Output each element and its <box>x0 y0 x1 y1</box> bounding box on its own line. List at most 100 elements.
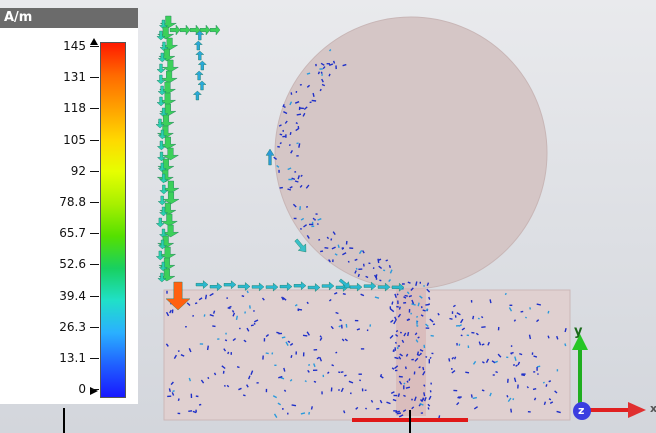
weak-field-vector <box>354 258 358 262</box>
strong-field-vector <box>209 24 221 36</box>
weak-field-vector <box>458 324 463 327</box>
weak-field-vector <box>312 217 315 220</box>
weak-field-vector <box>342 252 347 256</box>
weak-field-vector <box>296 113 302 116</box>
weak-field-vector <box>477 317 480 320</box>
weak-field-vector <box>456 402 460 406</box>
weak-field-vector <box>334 292 338 295</box>
weak-field-vector <box>313 363 316 368</box>
weak-field-vector <box>200 379 205 384</box>
legend-tick-mark <box>90 202 99 203</box>
weak-field-vector <box>297 308 303 311</box>
weak-field-vector <box>319 335 322 338</box>
weak-field-vector <box>337 244 340 248</box>
weak-field-vector <box>491 360 496 364</box>
axis-x-label: x <box>650 402 656 415</box>
legend-tick-label: 118 <box>63 101 86 116</box>
weak-field-vector <box>344 338 348 342</box>
weak-field-vector <box>317 71 321 75</box>
weak-field-vector <box>322 66 326 70</box>
weak-field-vector <box>300 412 306 415</box>
weak-field-vector <box>290 355 293 358</box>
weak-field-vector <box>481 343 485 346</box>
weak-field-vector <box>556 335 559 340</box>
weak-field-vector <box>495 370 498 374</box>
weak-field-vector <box>305 184 310 189</box>
weak-field-vector <box>388 279 392 283</box>
weak-field-vector <box>212 310 216 314</box>
weak-field-vector <box>343 374 347 377</box>
weak-field-vector <box>223 348 227 352</box>
weak-field-vector <box>180 354 185 357</box>
weak-field-vector <box>425 355 428 358</box>
weak-field-vector <box>404 366 407 370</box>
weak-field-vector <box>394 356 399 360</box>
weak-field-vector <box>204 294 208 300</box>
weak-field-vector <box>510 345 513 348</box>
weak-field-vector <box>510 408 513 413</box>
weak-field-vector <box>250 324 254 327</box>
strong-field-vector <box>195 280 209 290</box>
weak-field-vector <box>520 310 524 313</box>
weak-field-vector <box>248 375 251 380</box>
weak-field-vector <box>360 293 365 297</box>
weak-field-vector <box>273 413 278 418</box>
strong-field-vector <box>189 24 201 36</box>
weak-field-vector <box>460 334 463 337</box>
strong-field-vector <box>321 281 335 291</box>
weak-field-vector <box>340 371 344 373</box>
weak-field-vector <box>542 381 545 384</box>
weak-field-vector <box>328 73 331 77</box>
legend-tick-mark <box>90 46 99 47</box>
weak-field-vector <box>328 49 332 52</box>
weak-field-vector <box>415 315 419 318</box>
weak-field-vector <box>419 349 424 352</box>
strong-field-vector <box>279 282 293 292</box>
weak-field-vector <box>278 375 283 379</box>
weak-field-vector <box>246 384 249 388</box>
color-legend: A/m 145 131 118 105 92 78.8 65.7 52.6 39.4 26.3 13… <box>0 8 138 404</box>
weak-field-vector <box>335 311 339 315</box>
legend-tick-label: 26.3 <box>59 319 86 334</box>
strong-field-vector <box>265 148 275 166</box>
weak-field-vector <box>321 83 326 87</box>
weak-field-vector <box>319 356 323 362</box>
weak-field-vector <box>311 99 317 102</box>
weak-field-vector <box>326 236 330 240</box>
strong-field-vector <box>294 238 307 253</box>
weak-field-vector <box>422 366 425 371</box>
strong-field-vector <box>193 40 203 51</box>
weak-field-vector <box>395 333 399 337</box>
legend-tick-label: 52.6 <box>59 257 86 272</box>
weak-field-vector <box>343 410 346 414</box>
weak-field-vector <box>379 399 383 404</box>
legend-tick-label: 92 <box>70 163 86 178</box>
weak-field-vector <box>265 334 270 338</box>
weak-field-vector <box>281 296 285 301</box>
weak-field-vector <box>342 293 346 295</box>
weak-field-vector <box>198 297 203 301</box>
weak-field-vector <box>403 332 407 337</box>
weak-field-vector <box>354 270 357 274</box>
weak-field-vector <box>423 392 426 397</box>
weak-field-vector <box>389 308 395 313</box>
legend-tick-label: 131 <box>63 70 86 85</box>
weak-field-vector <box>170 381 174 386</box>
axis-z-label: z <box>578 404 585 417</box>
weak-field-vector <box>536 303 542 306</box>
weak-field-vector <box>389 334 394 339</box>
weak-field-vector <box>422 371 426 376</box>
weak-field-vector <box>250 370 254 375</box>
weak-field-vector <box>224 339 228 342</box>
weak-field-vector <box>472 315 475 320</box>
strong-field-vector <box>157 239 168 250</box>
weak-field-vector <box>378 265 383 270</box>
weak-field-vector <box>510 351 514 355</box>
legend-tick-mark <box>90 358 99 359</box>
legend-tick-mark <box>90 326 99 328</box>
weak-field-vector <box>289 131 292 136</box>
strong-field-vector <box>157 195 167 206</box>
weak-field-vector <box>513 377 517 383</box>
weak-field-vector <box>425 323 429 327</box>
